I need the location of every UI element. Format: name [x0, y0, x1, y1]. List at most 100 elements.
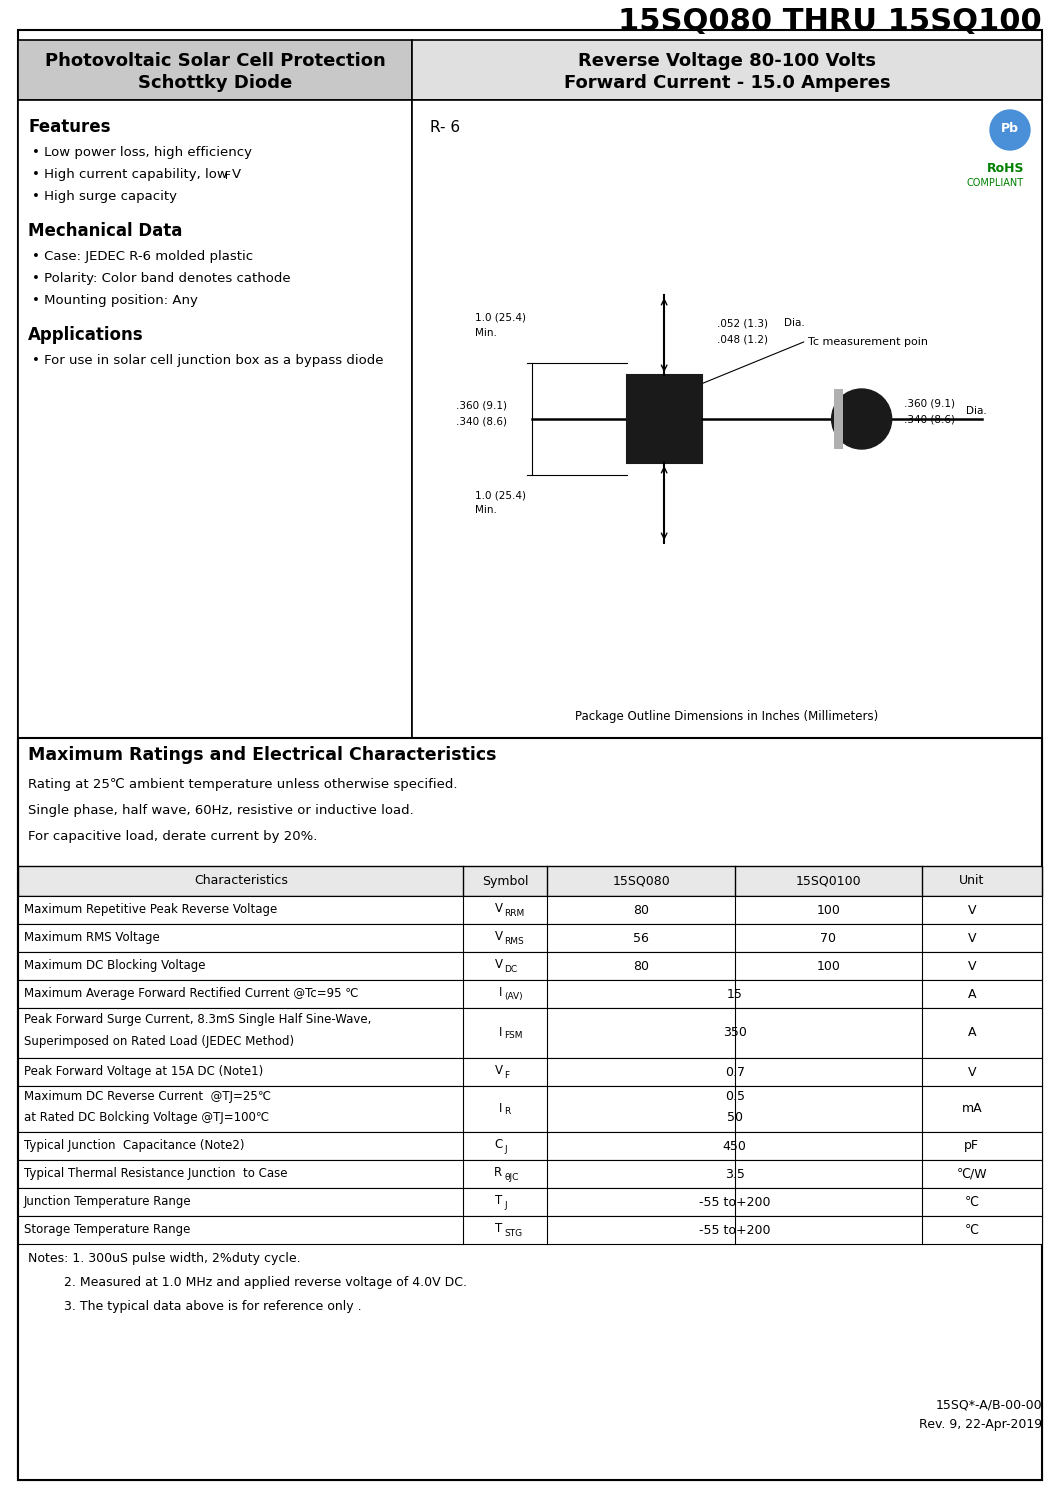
Text: 350: 350: [723, 1026, 746, 1040]
Text: Reverse Voltage 80-100 Volts: Reverse Voltage 80-100 Volts: [578, 52, 877, 70]
Text: Unit: Unit: [959, 875, 985, 887]
Text: 3.5: 3.5: [725, 1167, 745, 1180]
Text: J: J: [505, 1200, 507, 1209]
Text: .340 (8.6): .340 (8.6): [903, 413, 955, 424]
Text: Package Outline Dimensions in Inches (Millimeters): Package Outline Dimensions in Inches (Mi…: [576, 710, 879, 724]
Text: V: V: [494, 930, 502, 944]
Text: 15SQ080: 15SQ080: [613, 875, 670, 887]
Text: Maximum DC Reverse Current  @TJ=25℃: Maximum DC Reverse Current @TJ=25℃: [24, 1089, 271, 1103]
Text: ℃/W: ℃/W: [956, 1167, 987, 1180]
Text: Maximum Repetitive Peak Reverse Voltage: Maximum Repetitive Peak Reverse Voltage: [24, 903, 278, 917]
Text: V: V: [968, 960, 976, 972]
Text: • Low power loss, high efficiency: • Low power loss, high efficiency: [32, 145, 252, 159]
Text: I: I: [499, 1101, 502, 1115]
Text: COMPLIANT: COMPLIANT: [967, 178, 1024, 189]
Text: Maximum Ratings and Electrical Characteristics: Maximum Ratings and Electrical Character…: [28, 746, 496, 764]
Text: V: V: [968, 903, 976, 917]
Circle shape: [832, 389, 891, 449]
Text: 1.0 (25.4): 1.0 (25.4): [475, 313, 526, 324]
Text: V: V: [494, 959, 502, 972]
Text: For capacitive load, derate current by 20%.: For capacitive load, derate current by 2…: [28, 830, 317, 843]
Text: 50: 50: [727, 1112, 743, 1124]
Text: F: F: [225, 171, 231, 181]
Text: at Rated DC Bolcking Voltage @TJ=100℃: at Rated DC Bolcking Voltage @TJ=100℃: [24, 1112, 269, 1124]
Text: Rev. 9, 22-Apr-2019: Rev. 9, 22-Apr-2019: [919, 1419, 1042, 1431]
Text: V: V: [968, 1065, 976, 1079]
Text: Single phase, half wave, 60Hz, resistive or inductive load.: Single phase, half wave, 60Hz, resistive…: [28, 804, 413, 816]
Bar: [412, 40, 1042, 100]
Text: 0.7: 0.7: [725, 1065, 745, 1079]
Text: R: R: [505, 1107, 511, 1116]
Text: RMS: RMS: [505, 936, 525, 945]
Bar: [18, 40, 412, 100]
Text: ℃: ℃: [965, 1195, 978, 1209]
Text: Applications: Applications: [28, 327, 143, 345]
Text: Notes: 1. 300uS pulse width, 2%duty cycle.: Notes: 1. 300uS pulse width, 2%duty cycl…: [28, 1252, 301, 1264]
Text: Tc measurement poin: Tc measurement poin: [808, 337, 928, 348]
Text: ℃: ℃: [965, 1224, 978, 1236]
Text: Peak Forward Surge Current, 8.3mS Single Half Sine-Wave,: Peak Forward Surge Current, 8.3mS Single…: [24, 1013, 371, 1026]
Text: • Polarity: Color band denotes cathode: • Polarity: Color band denotes cathode: [32, 273, 290, 285]
Text: RRM: RRM: [505, 908, 525, 917]
Text: Typical Junction  Capacitance (Note2): Typical Junction Capacitance (Note2): [24, 1140, 245, 1152]
Text: R- 6: R- 6: [430, 120, 460, 135]
Bar: [18, 739, 1042, 1480]
Text: • Case: JEDEC R-6 molded plastic: • Case: JEDEC R-6 molded plastic: [32, 250, 253, 264]
Text: Min.: Min.: [475, 505, 497, 515]
Text: 15SQ0100: 15SQ0100: [796, 875, 862, 887]
Text: Maximum Average Forward Rectified Current @Tc=95 ℃: Maximum Average Forward Rectified Curren…: [24, 987, 358, 1001]
Text: Storage Temperature Range: Storage Temperature Range: [24, 1224, 191, 1236]
Text: 100: 100: [816, 960, 841, 972]
Text: C: C: [494, 1138, 502, 1152]
Text: Junction Temperature Range: Junction Temperature Range: [24, 1195, 192, 1209]
Text: θJC: θJC: [505, 1173, 518, 1182]
Text: Rating at 25℃ ambient temperature unless otherwise specified.: Rating at 25℃ ambient temperature unless…: [28, 777, 458, 791]
Text: .052 (1.3): .052 (1.3): [717, 318, 767, 328]
Text: 15SQ080 THRU 15SQ100: 15SQ080 THRU 15SQ100: [618, 7, 1042, 36]
Text: Peak Forward Voltage at 15A DC (Note1): Peak Forward Voltage at 15A DC (Note1): [24, 1065, 263, 1079]
Text: 0.5: 0.5: [725, 1089, 745, 1103]
Text: Maximum DC Blocking Voltage: Maximum DC Blocking Voltage: [24, 960, 206, 972]
Text: Characteristics: Characteristics: [194, 875, 287, 887]
Text: 15: 15: [727, 987, 743, 1001]
Text: 80: 80: [633, 903, 649, 917]
Text: • Mounting position: Any: • Mounting position: Any: [32, 294, 198, 307]
Text: V: V: [494, 1065, 502, 1077]
Text: (AV): (AV): [505, 993, 523, 1002]
Text: DC: DC: [505, 965, 517, 974]
Text: • High surge capacity: • High surge capacity: [32, 190, 177, 204]
Bar: [18, 100, 412, 739]
Text: T: T: [495, 1222, 502, 1236]
Text: -55 to+200: -55 to+200: [699, 1195, 771, 1209]
Text: 3. The typical data above is for reference only .: 3. The typical data above is for referen…: [28, 1300, 361, 1314]
Bar: [833, 389, 843, 449]
Bar: [18, 980, 1042, 1008]
Text: Typical Thermal Resistance Junction  to Case: Typical Thermal Resistance Junction to C…: [24, 1167, 287, 1180]
Text: mA: mA: [961, 1103, 983, 1116]
Text: J: J: [505, 1144, 507, 1153]
Text: Min.: Min.: [475, 328, 497, 339]
Text: Photovoltaic Solar Cell Protection: Photovoltaic Solar Cell Protection: [45, 52, 386, 70]
Text: V: V: [968, 932, 976, 945]
Text: Forward Current - 15.0 Amperes: Forward Current - 15.0 Amperes: [564, 75, 890, 93]
Text: I: I: [499, 1026, 502, 1038]
Bar: [18, 1216, 1042, 1243]
Text: Superimposed on Rated Load (JEDEC Method): Superimposed on Rated Load (JEDEC Method…: [24, 1035, 294, 1049]
Text: F: F: [505, 1071, 510, 1080]
Bar: [18, 866, 1042, 896]
Text: T: T: [495, 1194, 502, 1207]
Text: 450: 450: [723, 1140, 746, 1152]
Text: 80: 80: [633, 960, 649, 972]
Text: RoHS: RoHS: [987, 162, 1024, 175]
Text: Schottky Diode: Schottky Diode: [138, 75, 293, 93]
Text: 2. Measured at 1.0 MHz and applied reverse voltage of 4.0V DC.: 2. Measured at 1.0 MHz and applied rever…: [28, 1276, 467, 1288]
Bar: [626, 374, 702, 463]
Text: -55 to+200: -55 to+200: [699, 1224, 771, 1236]
Text: 1.0 (25.4): 1.0 (25.4): [475, 490, 526, 500]
Text: Pb: Pb: [1001, 121, 1019, 135]
Text: .048 (1.2): .048 (1.2): [717, 334, 767, 345]
Bar: [18, 1086, 1042, 1132]
Text: Maximum RMS Voltage: Maximum RMS Voltage: [24, 932, 160, 945]
Text: Dia.: Dia.: [966, 406, 987, 416]
Bar: [18, 1159, 1042, 1188]
